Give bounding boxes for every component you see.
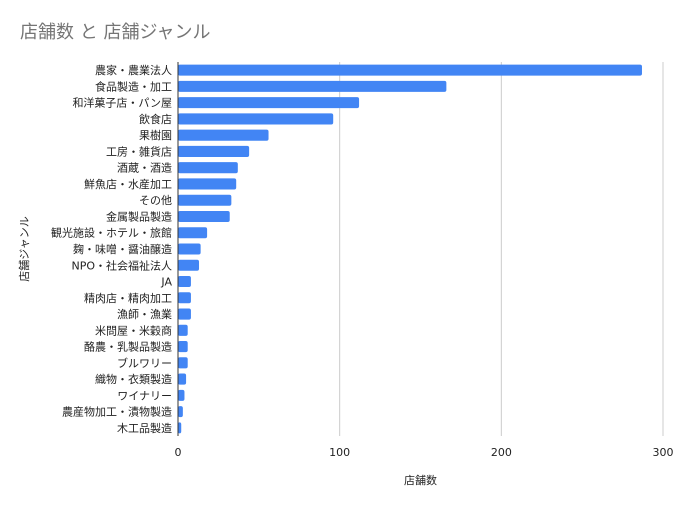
category-label: 木工品製造 xyxy=(117,421,172,435)
bar xyxy=(178,178,237,190)
category-label: 観光施設・ホテル・旅館 xyxy=(51,226,172,240)
bar xyxy=(178,324,188,336)
bars xyxy=(178,64,642,434)
bar xyxy=(178,275,191,288)
category-label: ワイナリー xyxy=(117,389,172,402)
x-tick-labels: 0 100 200 300 xyxy=(175,446,674,459)
category-label: 金属製品製造 xyxy=(106,209,172,223)
category-label: 果樹園 xyxy=(139,129,172,142)
bar xyxy=(178,194,232,206)
bar xyxy=(178,357,188,369)
category-label: 農家・農業法人 xyxy=(95,63,172,77)
x-tick-label: 100 xyxy=(329,446,350,459)
bar xyxy=(178,64,642,76)
y-axis-title: 店舗ジャンル xyxy=(17,216,31,281)
category-label: 食品製造・加工 xyxy=(95,79,172,93)
bar xyxy=(178,373,187,385)
category-label: 米問屋・米穀商 xyxy=(95,323,172,337)
category-label: ブルワリー xyxy=(117,356,172,370)
bar xyxy=(178,80,447,92)
bar xyxy=(178,292,191,304)
x-tick-label: 0 xyxy=(175,446,182,459)
bar xyxy=(178,210,230,223)
x-tick-label: 300 xyxy=(653,446,674,459)
x-tick-label: 200 xyxy=(491,446,512,459)
bar xyxy=(178,145,250,157)
bar xyxy=(178,227,208,239)
bar xyxy=(178,243,201,255)
bar xyxy=(178,97,360,109)
category-label: 飲食店 xyxy=(139,112,172,126)
gridlines xyxy=(339,62,664,436)
category-label: 織物・衣類製造 xyxy=(95,372,172,386)
category-label: 麹・味噌・醤油醸造 xyxy=(73,242,172,256)
x-axis-title: 店舗数 xyxy=(404,473,437,487)
bar xyxy=(178,308,191,320)
category-label: その他 xyxy=(139,194,172,207)
bar xyxy=(178,129,269,141)
category-label: NPO・社会福祉法人 xyxy=(71,258,172,272)
bar xyxy=(178,341,188,353)
bar xyxy=(178,113,334,125)
category-label: 工房・雑貨店 xyxy=(106,144,172,158)
category-labels: 農家・農業法人食品製造・加工和洋菓子店・パン屋飲食店果樹園工房・雑貨店酒蔵・酒造… xyxy=(51,63,172,435)
category-label: 農産物加工・漬物製造 xyxy=(62,405,172,419)
bar xyxy=(178,162,238,174)
bar xyxy=(178,389,185,401)
category-label: JA xyxy=(160,276,172,289)
category-label: 和洋菓子店・パン屋 xyxy=(72,96,172,110)
chart-title: 店舗数 と 店舗ジャンル xyxy=(20,22,211,43)
category-label: 酪農・乳製品製造 xyxy=(84,340,172,354)
bar xyxy=(178,422,182,434)
bar xyxy=(178,259,200,271)
category-label: 漁師・漁業 xyxy=(117,307,172,321)
category-label: 鮮魚店・水産加工 xyxy=(84,177,172,191)
bar xyxy=(178,406,183,418)
category-label: 精肉店・精肉加工 xyxy=(84,291,172,305)
category-label: 酒蔵・酒造 xyxy=(117,161,172,175)
